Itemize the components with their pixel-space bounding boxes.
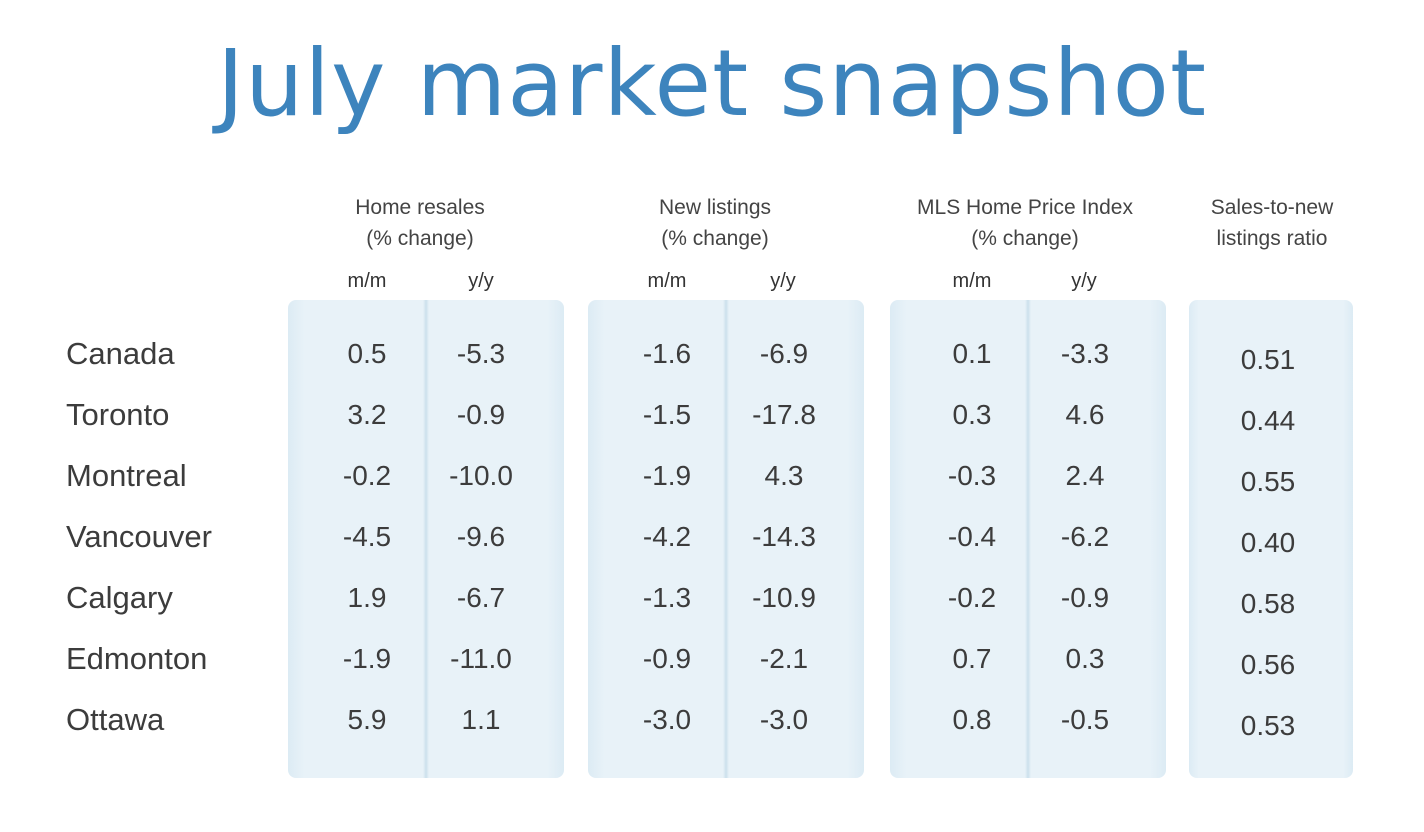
value-cell: -4.2 bbox=[642, 521, 692, 552]
value-cell: -11.0 bbox=[450, 643, 512, 674]
value-cell: -6.9 bbox=[759, 338, 809, 369]
value-cell: -0.2 bbox=[342, 460, 392, 491]
city-label: Montreal bbox=[66, 458, 187, 493]
header-line: Sales-to-new bbox=[1210, 196, 1334, 219]
city-label: Ottawa bbox=[66, 702, 165, 737]
value-cell: -17.8 bbox=[752, 399, 816, 430]
header-line: New listings bbox=[658, 196, 772, 219]
value-cell: -0.3 bbox=[947, 460, 997, 491]
subheader-mm: m/m bbox=[347, 270, 387, 292]
header-mls-hpi: MLS Home Price Index (% change) bbox=[885, 192, 1165, 254]
ratio-cell: 0.53 bbox=[1240, 710, 1296, 741]
header-line: (% change) bbox=[661, 227, 769, 250]
header-line: (% change) bbox=[366, 227, 474, 250]
city-label: Edmonton bbox=[66, 641, 208, 676]
value-cell: -6.7 bbox=[456, 582, 506, 613]
value-cell: -1.3 bbox=[642, 582, 692, 613]
value-cell: 0.5 bbox=[347, 338, 387, 369]
value-cell: -1.6 bbox=[642, 338, 692, 369]
header-line: (% change) bbox=[971, 227, 1079, 250]
value-cell: 1.9 bbox=[347, 582, 387, 613]
column-divider bbox=[423, 300, 429, 778]
value-cell: -0.9 bbox=[456, 399, 506, 430]
ratio-cell: 0.58 bbox=[1240, 588, 1296, 619]
subheader-yy: y/y bbox=[468, 270, 494, 292]
ratio-cell: 0.44 bbox=[1240, 405, 1296, 436]
value-cell: -3.0 bbox=[759, 704, 809, 735]
value-cell: -5.3 bbox=[456, 338, 506, 369]
value-cell: -1.5 bbox=[642, 399, 692, 430]
header-home-resales: Home resales (% change) bbox=[300, 192, 540, 254]
value-cell: -0.5 bbox=[1060, 704, 1110, 735]
page-title: July market snapshot bbox=[216, 30, 1208, 137]
value-cell: -14.3 bbox=[752, 521, 816, 552]
value-cell: 4.3 bbox=[764, 460, 804, 491]
value-cell: 0.1 bbox=[952, 338, 992, 369]
value-cell: -0.2 bbox=[947, 582, 997, 613]
ratio-panel bbox=[1189, 300, 1353, 778]
value-cell: -3.3 bbox=[1060, 338, 1110, 369]
value-cell: -10.0 bbox=[449, 460, 513, 491]
value-cell: -0.9 bbox=[642, 643, 692, 674]
city-label: Calgary bbox=[66, 580, 173, 615]
header-line: MLS Home Price Index bbox=[917, 196, 1133, 219]
column-divider bbox=[1025, 300, 1031, 778]
ratio-cell: 0.51 bbox=[1240, 344, 1296, 375]
header-sales-to-new-listings: Sales-to-new listings ratio bbox=[1182, 192, 1362, 254]
value-cell: 3.2 bbox=[347, 399, 387, 430]
value-cell: -4.5 bbox=[342, 521, 392, 552]
city-label: Toronto bbox=[66, 397, 170, 432]
subheader-mm: m/m bbox=[952, 270, 992, 292]
subheader-yy: y/y bbox=[1071, 270, 1097, 292]
ratio-cell: 0.56 bbox=[1240, 649, 1296, 680]
listings-panel bbox=[588, 300, 864, 778]
value-cell: -3.0 bbox=[642, 704, 692, 735]
value-cell: 0.3 bbox=[1065, 643, 1105, 674]
value-cell: 0.8 bbox=[952, 704, 992, 735]
value-cell: -2.1 bbox=[759, 643, 809, 674]
subheader-mm: m/m bbox=[647, 270, 687, 292]
value-cell: -6.2 bbox=[1060, 521, 1110, 552]
value-cell: 5.9 bbox=[347, 704, 387, 735]
city-label: Vancouver bbox=[66, 519, 212, 554]
ratio-cell: 0.55 bbox=[1240, 466, 1296, 497]
column-divider bbox=[723, 300, 729, 778]
value-cell: -9.6 bbox=[456, 521, 506, 552]
value-cell: -1.9 bbox=[642, 460, 692, 491]
header-line: Home resales bbox=[355, 196, 485, 219]
header-line: listings ratio bbox=[1216, 227, 1328, 250]
value-cell: 2.4 bbox=[1065, 460, 1105, 491]
hpi-panel bbox=[890, 300, 1166, 778]
value-cell: 0.3 bbox=[952, 399, 992, 430]
value-cell: -0.9 bbox=[1060, 582, 1110, 613]
value-cell: -1.9 bbox=[342, 643, 392, 674]
resales-panel bbox=[288, 300, 564, 778]
city-label: Canada bbox=[66, 336, 175, 371]
value-cell: 1.1 bbox=[461, 704, 501, 735]
header-new-listings: New listings (% change) bbox=[595, 192, 835, 254]
subheader-yy: y/y bbox=[770, 270, 796, 292]
value-cell: -10.9 bbox=[752, 582, 816, 613]
value-cell: 0.7 bbox=[952, 643, 992, 674]
ratio-cell: 0.40 bbox=[1240, 527, 1296, 558]
value-cell: 4.6 bbox=[1065, 399, 1105, 430]
value-cell: -0.4 bbox=[947, 521, 997, 552]
